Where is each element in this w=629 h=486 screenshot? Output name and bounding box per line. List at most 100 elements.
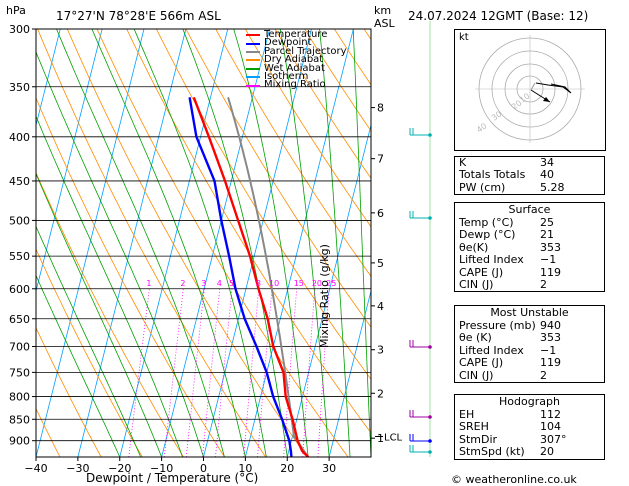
- wet-adiabat-line: [36, 274, 121, 457]
- row-value: 112: [540, 408, 561, 421]
- hodograph-kt-label: kt: [459, 32, 469, 43]
- row-label: Totals Totals: [459, 168, 526, 182]
- dry-adiabat-line: [185, 29, 371, 328]
- plot-area: [36, 29, 371, 457]
- pressure-tick-label: 300: [9, 23, 30, 36]
- wet-adiabat-line: [279, 29, 330, 457]
- x-tick-label: −30: [66, 462, 89, 475]
- table-row: Pressure (mb) 940: [455, 319, 604, 332]
- km-tick-label: 6: [377, 207, 384, 220]
- km-tick-label: 4: [377, 300, 384, 313]
- wind-barb-point: [428, 345, 432, 349]
- x-tick-label: −40: [24, 462, 47, 475]
- legend-label: Dry Adiabat: [264, 54, 324, 66]
- row-value: −1: [540, 253, 557, 267]
- row-label: StmDir: [459, 432, 498, 446]
- hpa-label: hPa: [6, 4, 26, 17]
- x-tick-label: 10: [238, 462, 252, 475]
- mixing-ratio-line: [215, 288, 233, 457]
- dry-adiabat-line: [36, 407, 61, 457]
- hodograph-table: Hodograph EH 112 SREH 104 StmDir 307° StmSpd (…: [454, 394, 605, 460]
- legend-item: Parcel Trajectory: [246, 45, 347, 57]
- table-row: θe(K) 353: [455, 241, 604, 254]
- mixing-ratio-line: [257, 288, 273, 457]
- isotherm-line: [77, 29, 187, 457]
- row-label: CAPE (J): [459, 356, 504, 370]
- km-tick-label: 8: [377, 102, 384, 115]
- x-tick-label: −20: [108, 462, 131, 475]
- km-tick-label: 5: [377, 257, 384, 270]
- pressure-tick-label: 350: [9, 81, 30, 94]
- mixing-ratio-line: [202, 288, 221, 457]
- dry-adiabat-line: [156, 29, 371, 381]
- parcel-trajectory-line: [227, 97, 310, 457]
- wet-adiabat-line: [36, 51, 204, 457]
- row-value: 34: [540, 156, 554, 169]
- wind-barb-point: [428, 133, 432, 137]
- dry-adiabat-line: [96, 29, 349, 457]
- location-title: 17°27'N 78°28'E 566m ASL: [56, 9, 221, 23]
- row-label: StmSpd (kt): [459, 445, 525, 459]
- legend-swatch: [246, 50, 260, 53]
- table-row: Totals Totals 40: [455, 168, 604, 182]
- row-value: −1: [540, 343, 557, 357]
- legend-swatch: [246, 84, 260, 87]
- hodograph-ring-label: 30: [490, 109, 504, 122]
- mixing-ratio-line: [185, 288, 205, 457]
- dewpoint-line: [188, 97, 293, 457]
- mixing-ratio-tick-label: 5: [229, 279, 234, 288]
- copyright-text: © weatheronline.co.uk: [451, 473, 577, 486]
- hodograph-plot: 10 20 30 40: [475, 35, 585, 143]
- pressure-tick-label: 600: [9, 283, 30, 296]
- legend-item: Mixing Ratio: [246, 80, 347, 90]
- dry-adiabat-line: [215, 29, 371, 278]
- row-label: Lifted Index: [459, 343, 524, 357]
- mixing-ratio-line: [128, 288, 150, 457]
- km-tick-label: 7: [377, 153, 384, 166]
- dry-adiabat-line: [274, 29, 371, 179]
- isotherm-line: [36, 29, 145, 457]
- row-label: Pressure (mb): [459, 319, 536, 332]
- mixing-ratio-tick-label: 25: [326, 279, 336, 288]
- dry-adiabat-line: [66, 29, 308, 457]
- row-value: 21: [540, 228, 554, 242]
- chart-legend: Temperature Dewpoint Parcel Trajectory Dry …: [246, 29, 347, 90]
- table-row: CIN (J) 2: [455, 368, 604, 382]
- mixing-ratio-tick-label: 15: [294, 279, 304, 288]
- wet-adiabat-line: [133, 29, 267, 457]
- pressure-tick-label: 500: [9, 214, 30, 227]
- mixing-ratio-line: [163, 288, 184, 457]
- most-unstable-table: Most Unstable Pressure (mb) 940 θe (K) 353 L…: [454, 305, 605, 383]
- dry-adiabat-line: [36, 171, 184, 457]
- isotherm-line: [244, 29, 354, 457]
- table-row: CIN (J) 2: [455, 278, 604, 291]
- legend-label: Dewpoint: [264, 37, 312, 49]
- mixing-ratio-tick-label: 4: [217, 279, 222, 288]
- isotherm-line: [161, 29, 271, 457]
- pressure-tick-label: 400: [9, 131, 30, 144]
- row-label: EH: [459, 408, 475, 421]
- isotherm-line: [286, 123, 371, 457]
- row-label: CIN (J): [459, 368, 494, 382]
- table-row: CAPE (J) 119: [455, 356, 604, 370]
- x-tick-label: 20: [280, 462, 294, 475]
- indices-table: K 34 Totals Totals 40 PW (cm) 5.28: [454, 156, 605, 196]
- row-value: 353: [540, 331, 561, 345]
- table-row: Lifted Index −1: [455, 253, 604, 267]
- row-value: 119: [540, 356, 561, 370]
- pressure-tick-label: 700: [9, 341, 30, 354]
- row-label: PW (cm): [459, 180, 506, 194]
- legend-item: Dewpoint: [246, 37, 347, 49]
- pressure-tick-label: 900: [9, 435, 30, 448]
- x-tick-label: 0: [200, 462, 207, 475]
- legend-swatch: [246, 67, 260, 70]
- legend-label: Parcel Trajectory: [264, 45, 347, 57]
- wet-adiabat-line: [36, 225, 142, 457]
- isotherm-line: [36, 29, 103, 293]
- dry-adiabat-line: [36, 96, 225, 457]
- row-label: Temp (°C): [459, 216, 514, 229]
- mixing-ratio-tick-label: 20: [312, 279, 322, 288]
- temperature-line: [192, 96, 310, 457]
- isotherm-line: [36, 29, 61, 127]
